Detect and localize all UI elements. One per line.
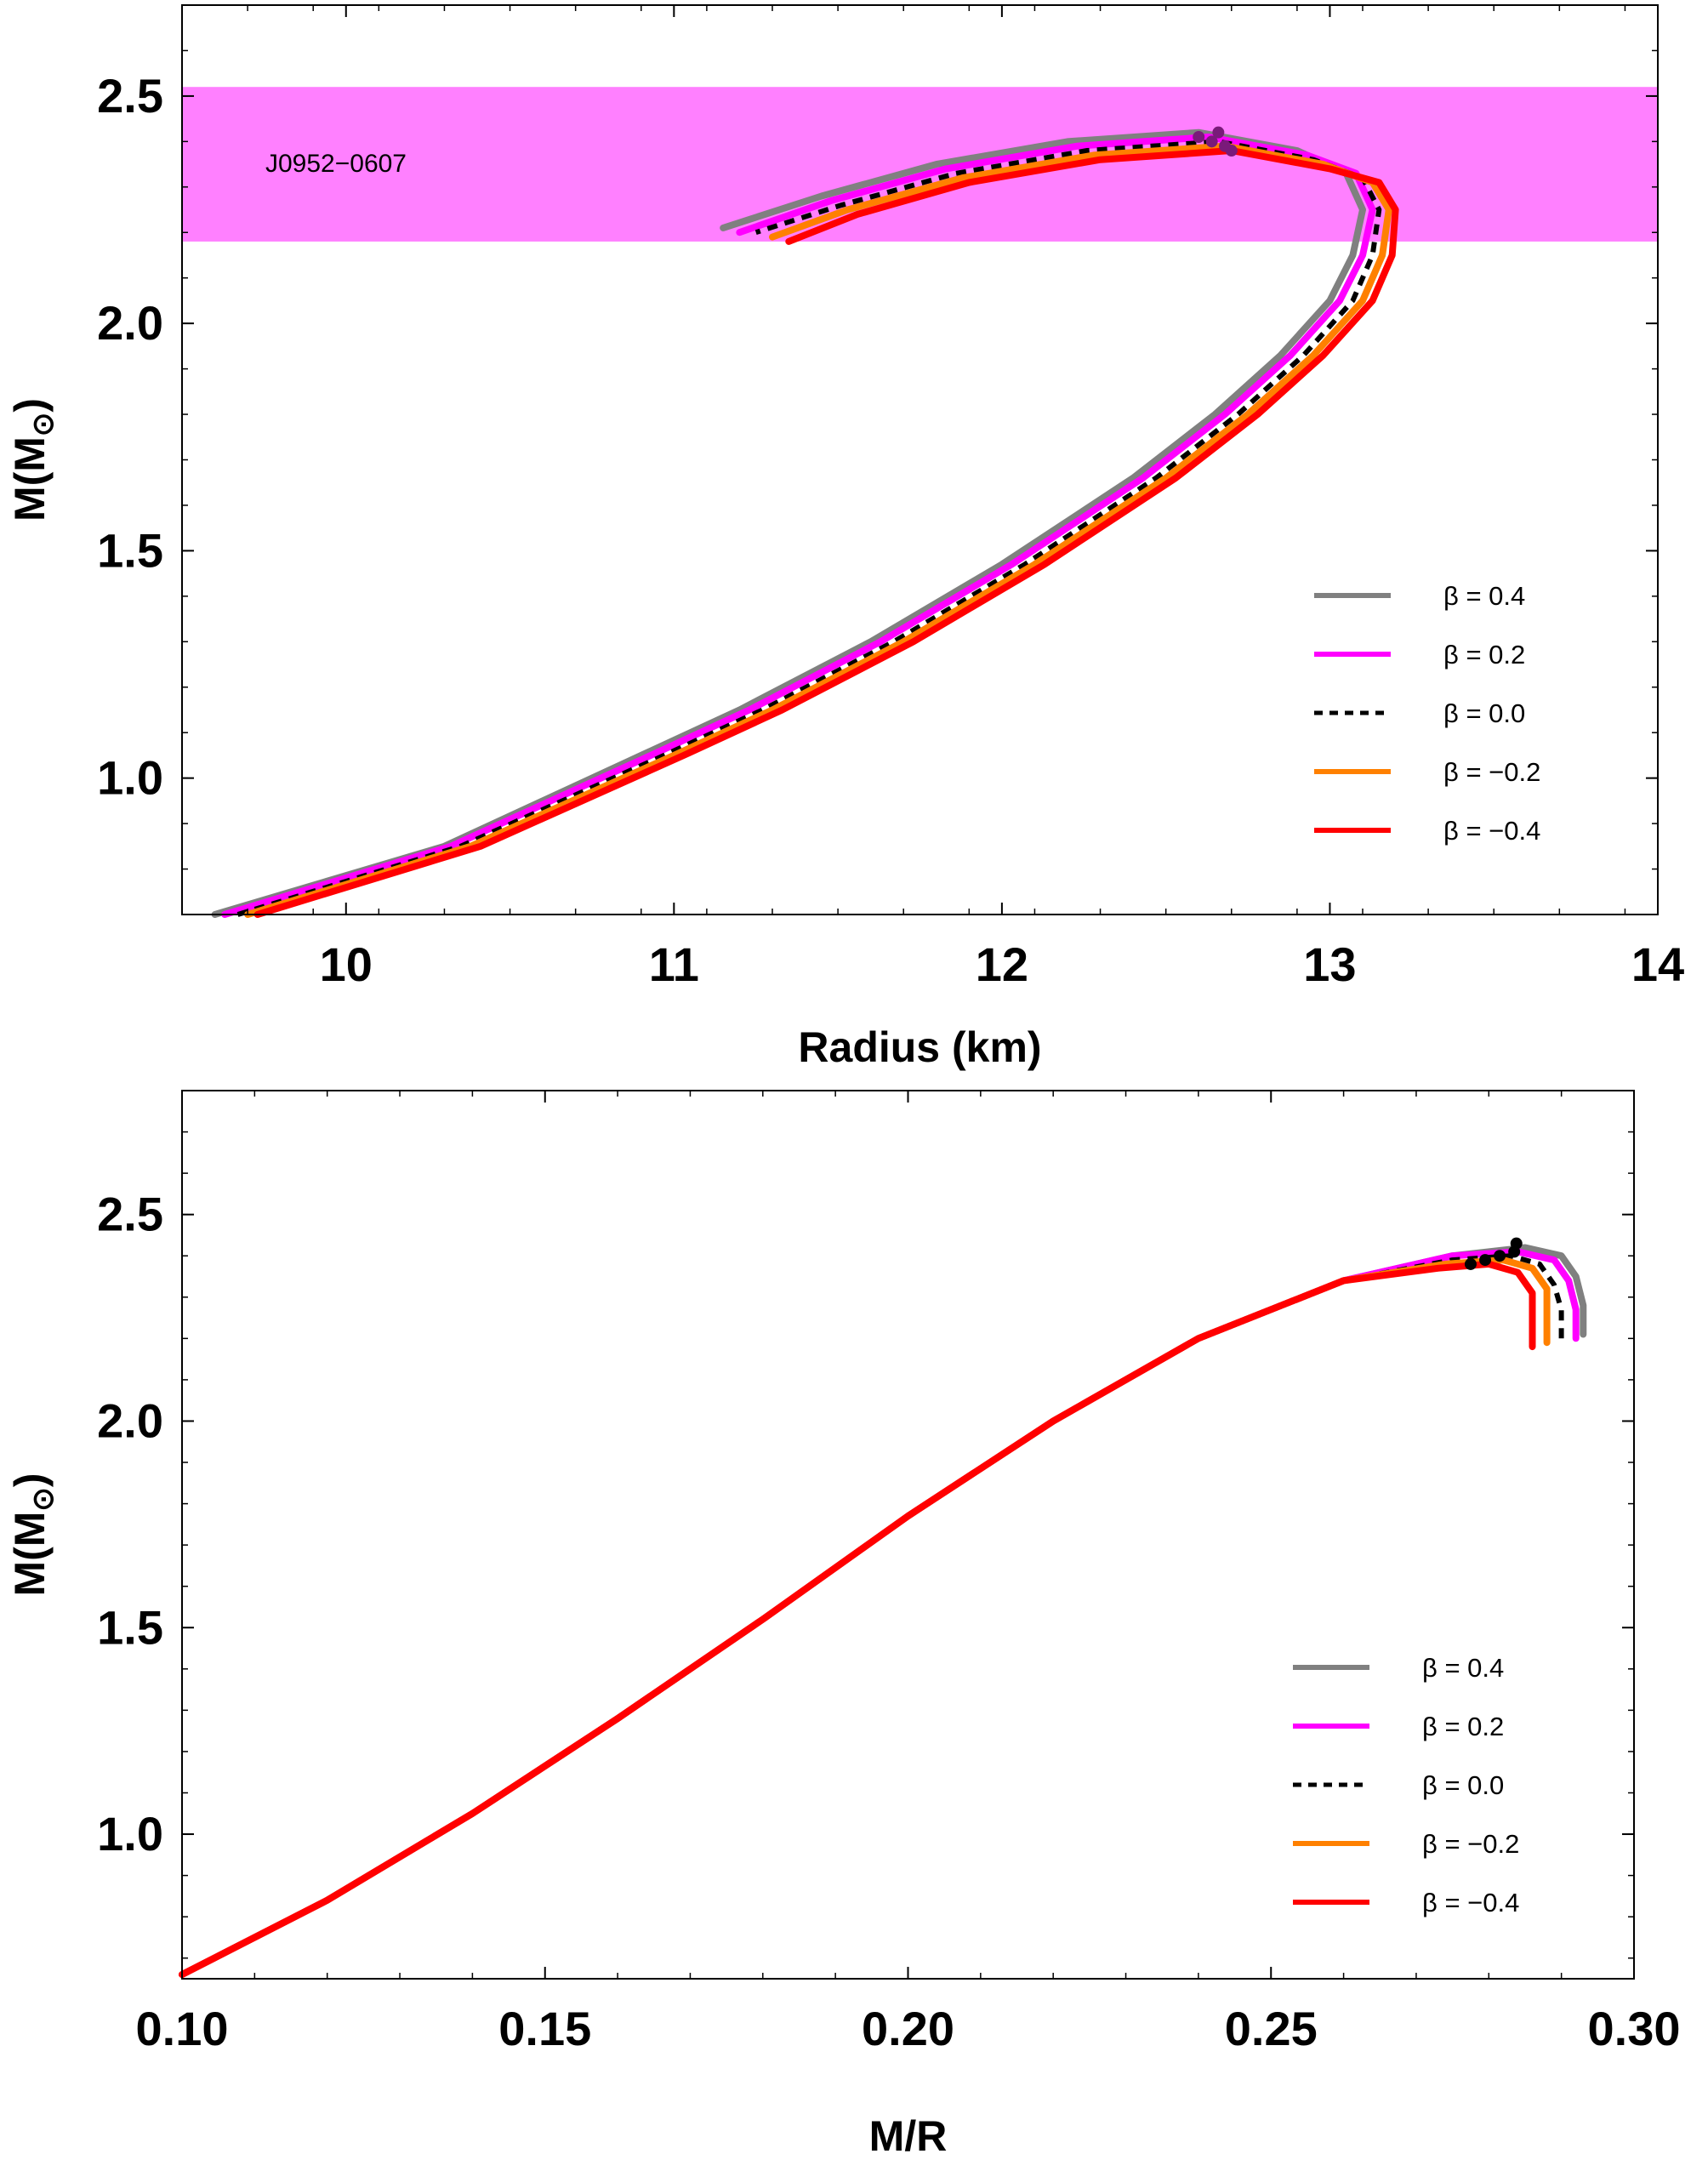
x-axis-title: M/R bbox=[869, 2112, 948, 2160]
legend-label-4: β = −0.4 bbox=[1443, 816, 1540, 846]
y-axis-title-main: M(M bbox=[6, 1512, 54, 1597]
legend-label-0: β = 0.4 bbox=[1422, 1653, 1504, 1683]
ticks: 0.10 0.15 0.20 0.25 0.30 1.0 1.5 2.0 2.5 bbox=[97, 1091, 1681, 2055]
band-layer: J0952−0607 bbox=[182, 87, 1658, 242]
series-line-2 bbox=[236, 139, 1382, 917]
legend: β = 0.4 β = 0.2 β = 0.0 β = −0.2 β = −0.4 bbox=[1314, 581, 1540, 846]
legend: β = 0.4 β = 0.2 β = 0.0 β = −0.2 β = −0.4 bbox=[1293, 1653, 1519, 1917]
legend-label-4: β = −0.4 bbox=[1422, 1888, 1519, 1917]
x-tick-label: 0.20 bbox=[862, 2002, 954, 2055]
max-point-0 bbox=[1464, 1257, 1477, 1270]
y-axis-title-main: M(M bbox=[6, 436, 54, 521]
ticks: 10 11 12 13 14 1.0 1.5 2.0 2.5 bbox=[97, 5, 1684, 991]
series-line-4 bbox=[179, 1260, 1536, 1979]
legend-label-1: β = 0.2 bbox=[1422, 1712, 1504, 1741]
series-line-4 bbox=[253, 147, 1399, 918]
x-tick-label: 12 bbox=[976, 937, 1028, 991]
series-lines bbox=[179, 1244, 1587, 1979]
series-line-0 bbox=[211, 128, 1366, 918]
y-axis-title: M(M⊙) bbox=[6, 1473, 60, 1596]
y-tick-label: 1.0 bbox=[97, 751, 163, 805]
x-tick-label: 0.15 bbox=[498, 2002, 591, 2055]
max-point-4 bbox=[1510, 1237, 1523, 1250]
x-tick-label: 13 bbox=[1303, 937, 1356, 991]
max-mass-points bbox=[1193, 126, 1238, 157]
y-tick-label: 2.5 bbox=[97, 1188, 163, 1241]
y-tick-label: 1.5 bbox=[97, 523, 163, 577]
x-tick-label: 11 bbox=[649, 937, 699, 991]
legend-label-2: β = 0.0 bbox=[1422, 1770, 1504, 1800]
legend-label-0: β = 0.4 bbox=[1443, 581, 1525, 611]
max-point-0 bbox=[1193, 131, 1205, 144]
legend-label-1: β = 0.2 bbox=[1443, 640, 1525, 670]
series-line-3 bbox=[244, 142, 1392, 918]
y-axis-title-sub: ⊙ bbox=[27, 1487, 60, 1512]
x-tick-label: 0.25 bbox=[1225, 2002, 1318, 2055]
max-point-1 bbox=[1479, 1254, 1492, 1267]
series-lines bbox=[211, 128, 1399, 918]
x-tick-label: 0.30 bbox=[1588, 2002, 1681, 2055]
legend-label-3: β = −0.2 bbox=[1422, 1829, 1519, 1859]
x-axis-title: Radius (km) bbox=[798, 1023, 1041, 1071]
x-tick-label: 0.10 bbox=[136, 2002, 229, 2055]
y-tick-label: 2.0 bbox=[97, 1393, 163, 1447]
legend-label-3: β = −0.2 bbox=[1443, 757, 1540, 787]
max-point-1 bbox=[1205, 135, 1218, 148]
max-point-2 bbox=[1494, 1250, 1506, 1262]
max-mass-points bbox=[1464, 1237, 1523, 1270]
max-point-2 bbox=[1212, 126, 1225, 139]
y-axis-title-close: ) bbox=[6, 1473, 54, 1487]
legend-label-2: β = 0.0 bbox=[1443, 698, 1525, 728]
series-line-1 bbox=[221, 134, 1376, 918]
y-tick-label: 1.5 bbox=[97, 1600, 163, 1654]
y-axis-title-sub: ⊙ bbox=[27, 413, 60, 437]
j0952-band bbox=[182, 87, 1658, 242]
mass-compactness-panel: 0.10 0.15 0.20 0.25 0.30 1.0 1.5 2.0 2.5 M/R M(M… bbox=[6, 1090, 1681, 2160]
band-label: J0952−0607 bbox=[265, 150, 407, 178]
y-tick-label: 1.0 bbox=[97, 1807, 163, 1860]
y-axis-title: M(M⊙) bbox=[6, 398, 60, 521]
y-tick-label: 2.5 bbox=[97, 69, 163, 123]
y-tick-label: 2.0 bbox=[97, 296, 163, 350]
x-tick-label: 14 bbox=[1631, 937, 1684, 991]
max-point-4 bbox=[1225, 145, 1238, 157]
x-tick-label: 10 bbox=[320, 937, 373, 991]
y-axis-title-close: ) bbox=[6, 398, 54, 413]
